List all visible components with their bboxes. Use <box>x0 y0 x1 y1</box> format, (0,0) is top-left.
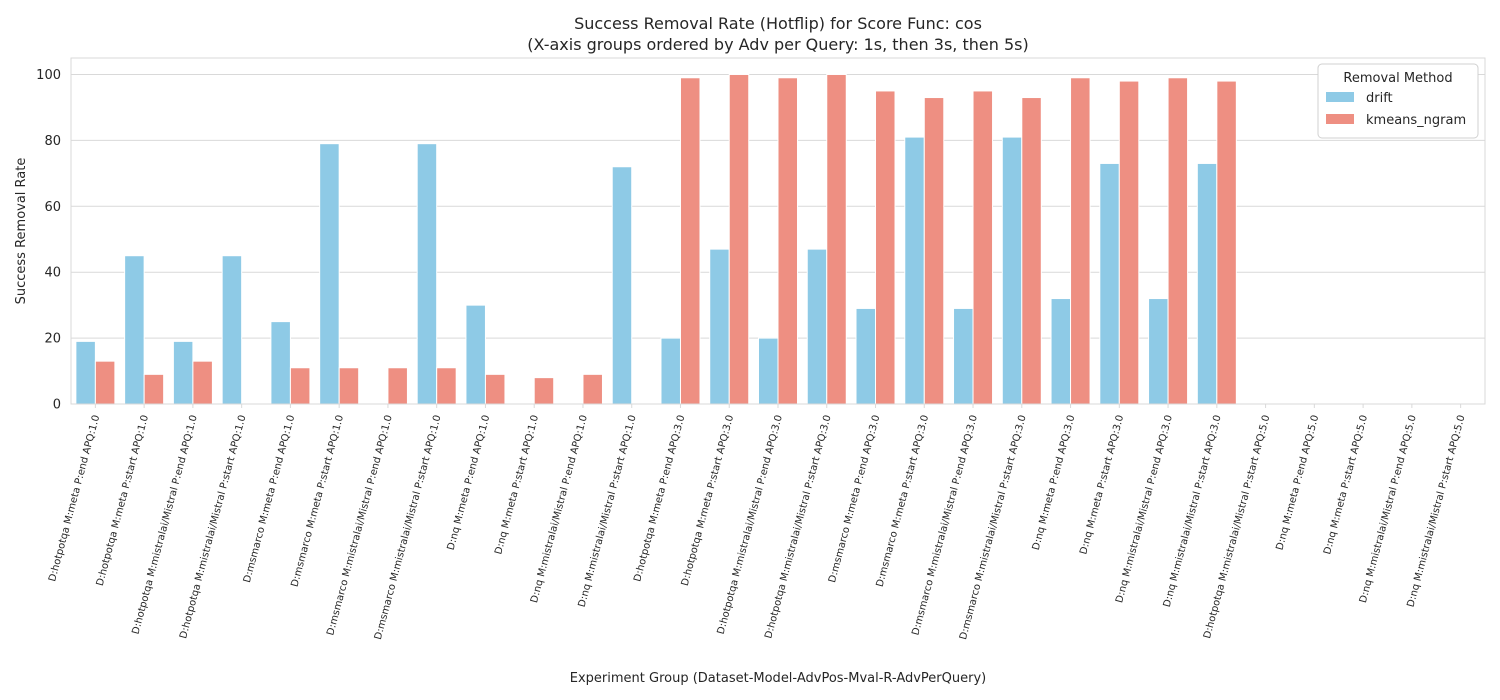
bar-drift-0 <box>75 340 96 405</box>
bar-drift-7 <box>416 143 438 405</box>
bar-kmeans-ngram-4 <box>289 367 311 405</box>
bar-drift-3 <box>221 255 243 405</box>
y-tick-label: 40 <box>44 266 61 281</box>
y-tick-label: 0 <box>53 398 61 413</box>
bar-kmeans-ngram-0 <box>94 360 116 405</box>
bar-drift-13 <box>709 248 730 405</box>
bar-drift-18 <box>953 307 974 405</box>
x-tick-label: D:nq M:mistralai/Mistral P:end APQ:3.0 <box>1114 414 1175 604</box>
bar-kmeans-ngram-12 <box>679 77 701 405</box>
legend-swatch-kmeans-ngram <box>1326 114 1354 124</box>
x-tick-label: D:nq M:mistralai/Mistral P:end APQ:1.0 <box>529 414 590 604</box>
bar-drift-23 <box>1196 162 1218 405</box>
bar-drift-1 <box>124 255 145 405</box>
x-tick-label: D:hotpotqa M:meta P:start APQ:3.0 <box>680 414 736 587</box>
bar-drift-11 <box>611 166 633 405</box>
x-tick-label: D:nq M:meta P:start APQ:3.0 <box>1078 414 1126 556</box>
bar-kmeans-ngram-18 <box>972 90 994 405</box>
bar-drift-22 <box>1148 298 1169 405</box>
y-tick-label: 80 <box>44 134 61 149</box>
x-tick-label: D:hotpotqa M:meta P:end APQ:3.0 <box>632 414 687 583</box>
y-tick-label: 100 <box>36 68 61 83</box>
x-tick-label: D:nq M:meta P:end APQ:3.0 <box>1031 414 1078 552</box>
bar-kmeans-ngram-1 <box>143 373 165 405</box>
bar-drift-15 <box>806 248 828 405</box>
x-tick-label: D:nq M:mistralai/Mistral P:end APQ:5.0 <box>1358 414 1419 604</box>
bar-drift-4 <box>270 321 291 405</box>
y-axis-ticks: 0 20 40 60 80 100 <box>36 68 61 413</box>
x-tick-label: D:nq M:meta P:end APQ:5.0 <box>1275 414 1322 552</box>
x-tick-label: D:msmarco M:meta P:start APQ:3.0 <box>875 414 932 588</box>
bar-kmeans-ngram-19 <box>1021 97 1042 405</box>
x-tick-label: D:msmarco M:meta P:end APQ:1.0 <box>242 414 297 584</box>
bar-kmeans-ngram-23 <box>1216 80 1237 405</box>
bar-kmeans-ngram-17 <box>923 97 945 405</box>
chart-title: Success Removal Rate (Hotflip) for Score… <box>574 14 982 33</box>
x-tick-label: D:nq M:mistralai/Mistral P:start APQ:3.0 <box>1162 414 1224 609</box>
x-tick-label: D:nq M:meta P:start APQ:5.0 <box>1322 414 1370 556</box>
bar-drift-5 <box>319 143 340 405</box>
x-tick-label: D:hotpotqa M:meta P:start APQ:1.0 <box>95 414 151 587</box>
x-tick-label: D:nq M:meta P:start APQ:1.0 <box>493 414 541 556</box>
x-tick-label: D:msmarco M:meta P:end APQ:3.0 <box>827 414 882 584</box>
legend-title: Removal Method <box>1343 71 1452 86</box>
bar-kmeans-ngram-13 <box>728 73 750 405</box>
x-tick-label: D:nq M:mistralai/Mistral P:start APQ:5.0 <box>1406 414 1468 609</box>
bars <box>75 73 1237 405</box>
bar-drift-20 <box>1050 298 1072 405</box>
bar-kmeans-ngram-6 <box>387 367 408 405</box>
legend: Removal Method drift kmeans_ngram <box>1317 63 1479 139</box>
y-tick-label: 60 <box>44 200 61 215</box>
bar-kmeans-ngram-10 <box>582 373 603 405</box>
x-axis-ticks: D:hotpotqa M:meta P:end APQ:1.0D:hotpotq… <box>47 404 1468 641</box>
legend-label-drift: drift <box>1366 91 1393 106</box>
bar-drift-14 <box>757 337 779 405</box>
bar-drift-21 <box>1099 162 1120 405</box>
bar-kmeans-ngram-8 <box>484 373 506 405</box>
legend-box <box>1317 63 1479 139</box>
y-tick-label: 20 <box>44 332 61 347</box>
x-axis-label: Experiment Group (Dataset-Model-AdvPos-M… <box>570 671 986 686</box>
bar-drift-12 <box>660 337 681 405</box>
bar-drift-8 <box>465 304 486 405</box>
bar-kmeans-ngram-2 <box>192 360 213 405</box>
bar-kmeans-ngram-14 <box>777 77 799 405</box>
bar-kmeans-ngram-15 <box>826 73 847 405</box>
bar-drift-2 <box>172 340 194 405</box>
legend-swatch-drift <box>1326 92 1354 102</box>
bar-kmeans-ngram-21 <box>1118 80 1140 405</box>
bar-kmeans-ngram-7 <box>436 367 457 405</box>
bar-drift-19 <box>1001 136 1023 405</box>
x-tick-label: D:hotpotqa M:meta P:end APQ:1.0 <box>47 414 102 583</box>
bar-kmeans-ngram-20 <box>1070 77 1091 405</box>
x-tick-label: D:nq M:mistralai/Mistral P:start APQ:1.0 <box>577 414 639 609</box>
bar-kmeans-ngram-22 <box>1167 77 1189 405</box>
bar-kmeans-ngram-5 <box>338 367 360 405</box>
bar-kmeans-ngram-9 <box>533 377 555 405</box>
x-tick-label: D:msmarco M:meta P:start APQ:1.0 <box>289 414 346 588</box>
y-axis-label: Success Removal Rate <box>14 158 29 305</box>
bar-drift-16 <box>855 307 877 405</box>
chart-subtitle: (X-axis groups ordered by Adv per Query:… <box>527 35 1028 54</box>
x-tick-label: D:nq M:meta P:end APQ:1.0 <box>446 414 493 552</box>
bar-drift-17 <box>904 136 925 405</box>
bar-kmeans-ngram-16 <box>875 90 896 405</box>
legend-label-kmeans-ngram: kmeans_ngram <box>1366 113 1466 128</box>
